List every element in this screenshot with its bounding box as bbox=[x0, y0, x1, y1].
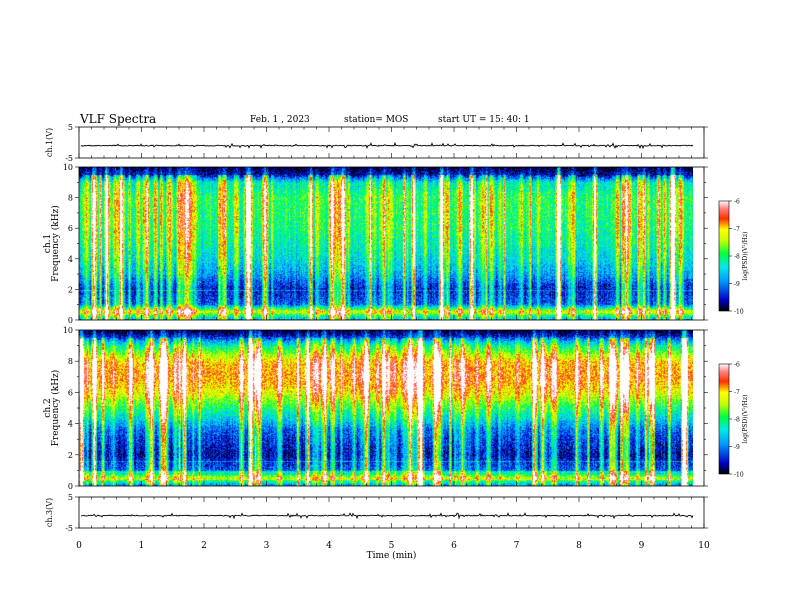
colorbar-tick-label: -8 bbox=[734, 254, 740, 261]
x-tick-label: 6 bbox=[451, 541, 457, 551]
start-time-label: start UT = 15: 40: 1 bbox=[438, 115, 530, 125]
colorbar-tick-label: -8 bbox=[734, 417, 740, 424]
figure-title: VLF Spectra bbox=[80, 112, 157, 126]
colorbar-tick-label: -6 bbox=[734, 199, 740, 206]
spectrogram-image bbox=[79, 330, 693, 486]
x-tick-label: 8 bbox=[576, 541, 582, 551]
x-tick-label: 9 bbox=[639, 541, 645, 551]
x-tick-label: 2 bbox=[201, 541, 207, 551]
x-tick-label: 10 bbox=[698, 541, 710, 551]
y-tick-label: 8 bbox=[68, 194, 73, 203]
x-tick-label: 5 bbox=[389, 541, 395, 551]
x-tick-label: 7 bbox=[514, 541, 520, 551]
ch2-spectrogram bbox=[79, 330, 693, 486]
y-channel-label: ch.1 bbox=[43, 234, 53, 253]
y-axis-label: Frequency (kHz) bbox=[50, 205, 61, 282]
y-tick-label: 4 bbox=[68, 255, 73, 264]
y-tick-label: 2 bbox=[68, 451, 73, 460]
y-axis-label: ch.1(V) bbox=[45, 128, 54, 157]
x-axis-label: Time (min) bbox=[367, 550, 417, 561]
colorbar-tick-label: -7 bbox=[734, 389, 740, 396]
waveform-trace bbox=[80, 512, 694, 520]
y-axis-label: Frequency (kHz) bbox=[50, 370, 61, 447]
y-tick-label: 5 bbox=[68, 123, 73, 132]
y-tick-label: 8 bbox=[68, 357, 73, 366]
colorbar-2 bbox=[718, 363, 730, 475]
ch1-spectrogram bbox=[79, 167, 693, 320]
date-label: Feb. 1 , 2023 bbox=[250, 115, 310, 125]
y-channel-label: ch.2 bbox=[43, 398, 53, 417]
y-tick-label: 6 bbox=[68, 388, 73, 397]
colorbar-1 bbox=[718, 200, 730, 312]
x-tick-label: 1 bbox=[139, 541, 145, 551]
x-tick-label: 0 bbox=[76, 541, 82, 551]
colorbar-tick-label: -7 bbox=[734, 226, 740, 233]
colorbar-tick-label: -6 bbox=[734, 362, 740, 369]
panels-layer bbox=[79, 141, 694, 520]
colorbar-tick-label: -9 bbox=[734, 444, 740, 451]
x-tick-label: 3 bbox=[264, 541, 270, 551]
waveform-trace bbox=[80, 141, 694, 150]
x-tick-label: 4 bbox=[326, 541, 332, 551]
y-tick-label: 5 bbox=[68, 493, 73, 502]
colorbar-tick-label: -10 bbox=[734, 472, 744, 479]
y-tick-label: 4 bbox=[68, 420, 73, 429]
colorbar-tick-label: -10 bbox=[734, 309, 744, 316]
y-tick-label: 10 bbox=[63, 163, 73, 172]
y-tick-label: 0 bbox=[68, 316, 73, 325]
ch1-waveform bbox=[80, 141, 694, 150]
y-tick-label: 10 bbox=[63, 326, 73, 335]
ch3-waveform bbox=[80, 512, 694, 520]
y-tick-label: 0 bbox=[68, 482, 73, 491]
colorbar-tick-label: -9 bbox=[734, 281, 740, 288]
axes-layer: -6 -7 -8 -9 -10 log(PSD)(V²/Hz) -6 -7 -8 -9 -10 log… bbox=[43, 123, 749, 561]
station-label: station= MOS bbox=[344, 115, 409, 125]
colorbar-label: log(PSD)(V²/Hz) bbox=[742, 232, 749, 281]
y-tick-label: 6 bbox=[68, 224, 73, 233]
y-tick-label: 2 bbox=[68, 285, 73, 294]
y-tick-label: -5 bbox=[65, 524, 73, 533]
spectrogram-image bbox=[79, 167, 693, 320]
y-tick-label: -5 bbox=[65, 154, 73, 163]
y-axis-label: ch.3(V) bbox=[45, 498, 54, 527]
colorbar-label: log(PSD)(V²/Hz) bbox=[742, 395, 749, 444]
